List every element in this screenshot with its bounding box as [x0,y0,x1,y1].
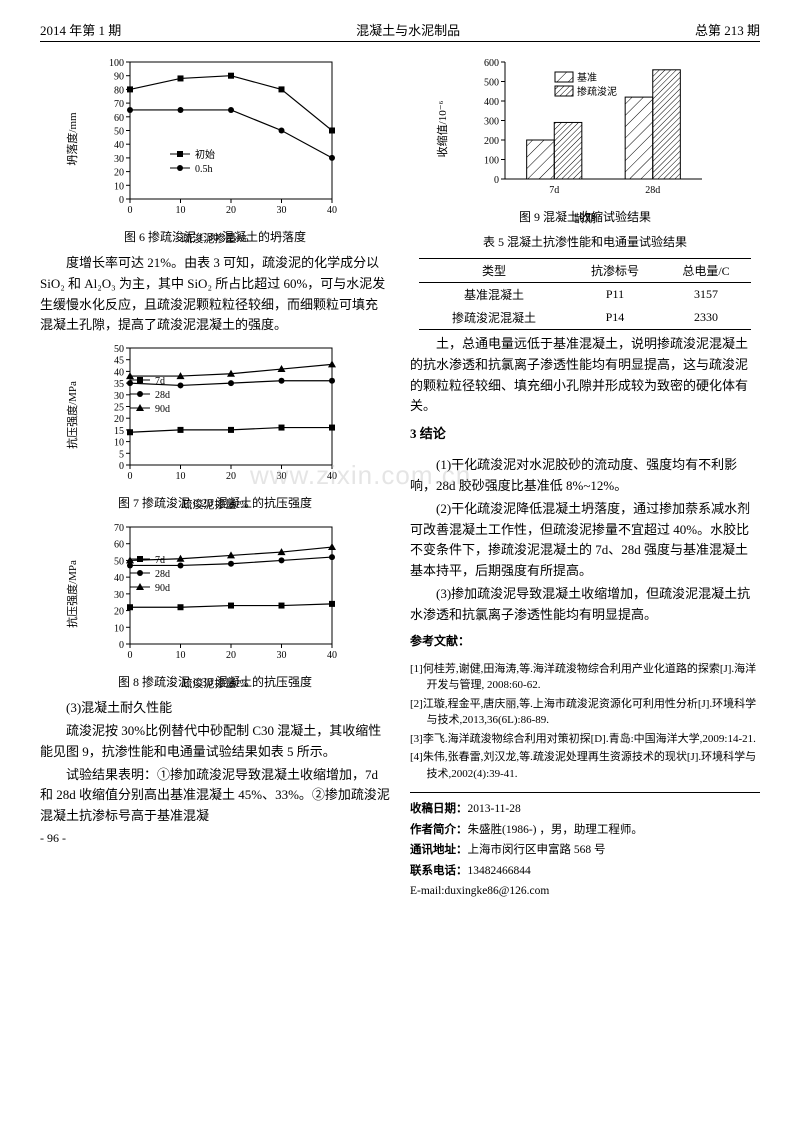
svg-text:50: 50 [114,344,124,355]
svg-text:30: 30 [277,471,287,482]
table-col-1: 抗渗标号 [569,259,661,283]
svg-text:500: 500 [484,78,499,89]
table-col-0: 类型 [419,259,569,283]
svg-text:300: 300 [484,117,499,128]
section-3-head: 3 结论 [410,423,760,442]
svg-text:30: 30 [277,650,287,661]
svg-text:25: 25 [114,403,124,414]
svg-text:70: 70 [114,99,124,110]
svg-text:0: 0 [494,175,499,186]
svg-text:20: 20 [226,205,236,216]
conclusion-3: (3)掺加疏浚泥导致混凝土收缩增加，但疏浚泥混凝土抗水渗透和抗氯离子渗透性能均有… [410,584,760,626]
svg-text:40: 40 [114,140,124,151]
paragraph-3: 试验结果表明：①掺加疏浚泥导致混凝土收缩增加，7d 和 28d 收缩值分别高出基… [40,765,390,827]
svg-text:掺疏浚泥: 掺疏浚泥 [577,85,617,98]
page-number: - 96 - [40,831,390,846]
svg-text:20: 20 [114,414,124,425]
svg-text:60: 60 [114,540,124,551]
paragraph-4: 土，总通电量远低于基准混凝土，说明掺疏浚泥混凝土的抗水渗透和抗氯离子渗透性能均有… [410,334,760,417]
paragraph-1: 度增长率可达 21%。由表 3 可知，疏浚泥的化学成分以 SiO₂ 和 Al₂O… [40,253,390,336]
references-list: [1]何桂芳,谢健,田海涛,等.海洋疏浚物综合利用产业化道路的探索[J].海洋开… [410,661,760,783]
svg-text:20: 20 [114,607,124,618]
svg-text:40: 40 [327,650,337,661]
svg-text:10: 10 [176,650,186,661]
svg-text:80: 80 [114,85,124,96]
svg-text:10: 10 [114,181,124,192]
svg-text:10: 10 [114,623,124,634]
svg-text:10: 10 [114,438,124,449]
table-5-caption: 表 5 混凝土抗渗性能和电通量试验结果 [410,233,760,250]
svg-text:200: 200 [484,136,499,147]
svg-text:40: 40 [114,573,124,584]
svg-text:基准: 基准 [577,71,597,84]
table-5: 类型 抗渗标号 总电量/C 基准混凝土 P11 3157 掺疏浚泥混凝土 P14… [419,258,752,330]
svg-text:50: 50 [114,557,124,568]
svg-text:初始: 初始 [195,148,215,161]
svg-text:100: 100 [109,58,124,69]
svg-text:100: 100 [484,156,499,167]
svg-text:90d: 90d [155,583,170,594]
header-center: 混凝土与水泥制品 [356,20,460,39]
svg-text:60: 60 [114,113,124,124]
svg-text:20: 20 [226,650,236,661]
svg-text:45: 45 [114,356,124,367]
svg-text:90: 90 [114,72,124,83]
table-col-2: 总电量/C [661,259,752,283]
svg-text:0: 0 [119,640,124,651]
figure-6-chart: 0102030405060708090100010203040初始0.5h坍落度… [90,54,340,224]
header-left: 2014 年第 1 期 [40,20,121,39]
svg-text:10: 10 [176,471,186,482]
figure-7-chart: 051015202530354045500102030407d28d90d抗压强… [90,340,340,490]
page-header: 2014 年第 1 期 混凝土与水泥制品 总第 213 期 [40,20,760,42]
svg-text:5: 5 [119,449,124,460]
svg-text:20: 20 [114,168,124,179]
svg-text:40: 40 [327,471,337,482]
svg-text:0: 0 [128,205,133,216]
svg-text:28d: 28d [645,185,660,196]
references-head: 参考文献： [410,632,760,649]
svg-text:40: 40 [114,368,124,379]
svg-text:10: 10 [176,205,186,216]
header-right: 总第 213 期 [695,20,760,39]
svg-text:30: 30 [114,154,124,165]
svg-text:35: 35 [114,379,124,390]
svg-text:0: 0 [119,195,124,206]
conclusion-2: (2)干化疏浚泥降低混凝土坍落度，通过掺加萘系减水剂可改善混凝土工作性，但疏浚泥… [410,499,760,582]
svg-text:0: 0 [119,461,124,472]
svg-text:15: 15 [114,426,124,437]
svg-text:7d: 7d [155,376,165,387]
svg-text:70: 70 [114,523,124,534]
svg-text:0: 0 [128,650,133,661]
article-footer: 收稿日期：2013-11-28 作者简介：朱盛胜(1986-) ，男，助理工程师… [410,792,760,902]
svg-text:30: 30 [114,590,124,601]
svg-text:20: 20 [226,471,236,482]
section-3-left-head: (3)混凝土耐久性能 [40,698,390,719]
svg-text:7d: 7d [155,555,165,566]
conclusion-1: (1)干化疏浚泥对水泥胶砂的流动度、强度均有不利影响，28d 胶砂强度比基准低 … [410,455,760,497]
svg-text:28d: 28d [155,569,170,580]
svg-text:90d: 90d [155,404,170,415]
svg-text:400: 400 [484,97,499,108]
svg-text:30: 30 [114,391,124,402]
svg-text:600: 600 [484,58,499,69]
svg-text:0: 0 [128,471,133,482]
paragraph-2: 疏浚泥按 30%比例替代中砂配制 C30 混凝土，其收缩性能见图 9，抗渗性能和… [40,721,390,763]
figure-8-chart: 0102030405060700102030407d28d90d抗压强度/MPa… [90,519,340,669]
svg-text:28d: 28d [155,390,170,401]
svg-text:50: 50 [114,127,124,138]
svg-text:40: 40 [327,205,337,216]
svg-text:7d: 7d [549,185,559,196]
svg-text:0.5h: 0.5h [195,164,213,175]
svg-text:30: 30 [277,205,287,216]
figure-9-chart: 01002003004005006007d28d基准掺疏浚泥收缩值/10⁻⁶龄期 [460,54,710,204]
